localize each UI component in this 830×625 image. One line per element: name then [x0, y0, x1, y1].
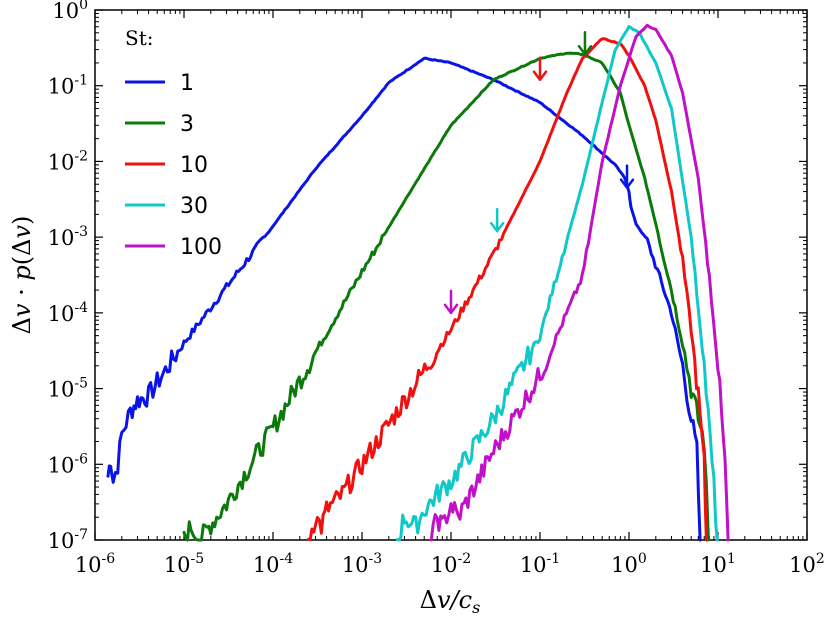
y-tick-label: 10-7: [48, 527, 88, 553]
y-tick-label: 10-5: [48, 376, 88, 402]
legend-label-st-30: 30: [180, 194, 208, 219]
series-line-st-30: [395, 25, 719, 542]
legend-title: St:: [125, 26, 153, 50]
series-line-st-1: [106, 56, 702, 542]
legend-label-st-3: 3: [180, 112, 194, 137]
y-tick-label: 100: [52, 0, 88, 23]
y-tick-label: 10-4: [48, 300, 88, 326]
x-tick-label: 10-3: [342, 551, 382, 577]
legend-label-st-1: 1: [180, 71, 194, 96]
plot-frame: [94, 9, 808, 541]
series-line-st-10: [306, 37, 708, 542]
series-line-st-100: [429, 23, 730, 542]
series-line-st-3: [182, 51, 710, 542]
y-tick-label: 10-1: [48, 73, 88, 99]
arrow-group: [443, 31, 635, 315]
y-tick-label: 10-6: [48, 451, 88, 477]
arrow-marker-st-100: [443, 289, 459, 315]
y-axis-title: Δv · p(Δv): [8, 216, 36, 335]
arrow-marker-st-1: [619, 164, 635, 189]
x-tick-label: 10-2: [431, 551, 471, 577]
x-tick-label: 10-5: [164, 551, 204, 577]
legend-label-st-100: 100: [180, 235, 222, 260]
y-tick-labels: 10-7 10-6 10-5 10-4 10-3 10-2 10-1 100: [48, 0, 88, 553]
x-axis-title: Δv/cs: [420, 586, 481, 617]
series-group: [106, 23, 730, 542]
x-tick-label: 100: [611, 551, 647, 577]
y-tick-label: 10-3: [48, 224, 88, 250]
axis-ticks: [94, 9, 808, 541]
arrow-marker-st-30: [489, 207, 505, 233]
arrow-marker-st-10: [532, 56, 548, 81]
x-tick-label: 102: [789, 551, 825, 577]
legend-label-st-10: 10: [180, 153, 208, 178]
legend-items: 1 3 10 30 100: [125, 71, 222, 260]
x-tick-label: 10-1: [520, 551, 560, 577]
x-tick-labels: 10-6 10-5 10-4 10-3 10-2 10-1 100 101 102: [75, 551, 825, 577]
x-tick-label: 10-4: [253, 551, 293, 577]
arrow-marker-st-3: [577, 31, 593, 56]
x-tick-label: 10-6: [75, 551, 115, 577]
y-tick-label: 10-2: [48, 148, 88, 174]
x-tick-label: 101: [700, 551, 736, 577]
legend: St: 1 3 10 30 100: [125, 26, 222, 260]
